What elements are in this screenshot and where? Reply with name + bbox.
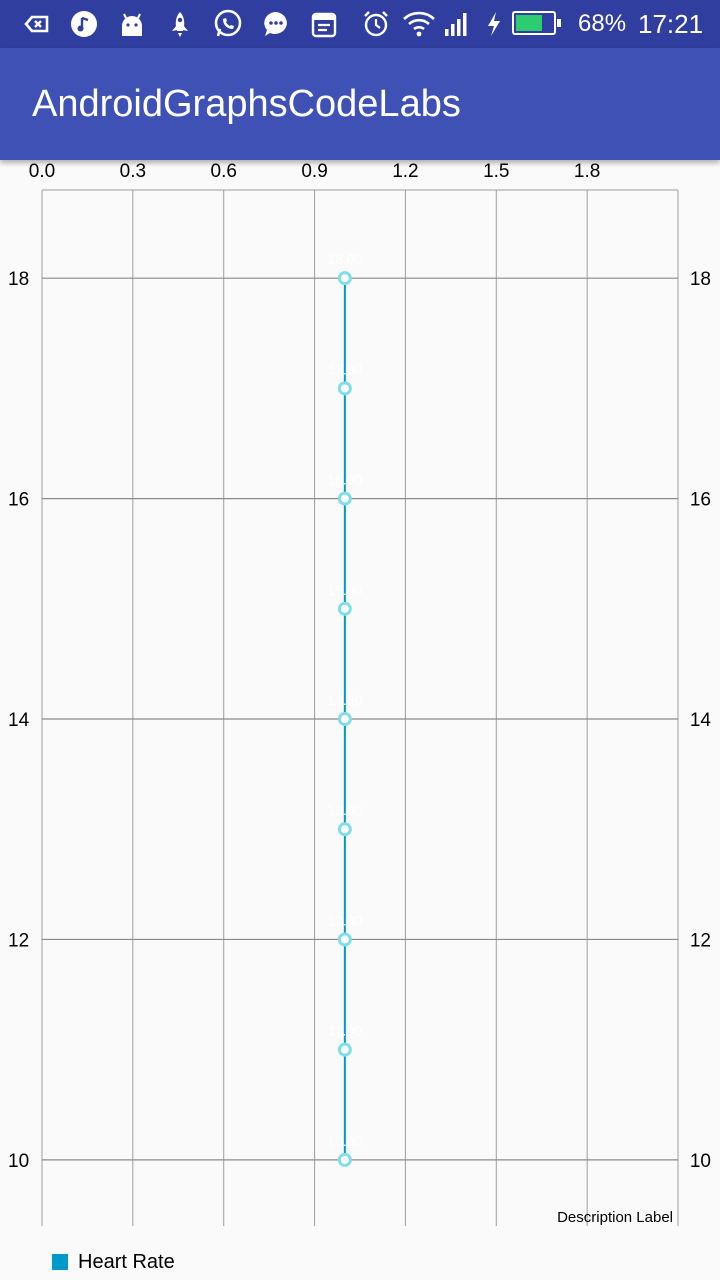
data-point[interactable] [337, 1152, 352, 1167]
y-tick-label-left: 16 [8, 490, 29, 511]
data-label: 15.00 [327, 582, 362, 598]
app-title: AndroidGraphsCodeLabs [32, 83, 461, 125]
message-icon [264, 12, 287, 36]
x-tick-label: 0.9 [301, 161, 327, 182]
data-point[interactable] [337, 712, 352, 727]
battery-percent: 68% [578, 10, 627, 37]
data-point[interactable] [337, 491, 352, 506]
data-point[interactable] [337, 1042, 352, 1057]
chart-grid [41, 189, 679, 1226]
data-label: 17.00 [327, 361, 362, 377]
y-tick-label-left: 14 [8, 710, 30, 731]
description-label: Description Label [557, 1209, 673, 1226]
legend: Heart Rate [52, 1250, 175, 1274]
x-tick-label: 1.5 [483, 161, 509, 182]
wifi-icon [403, 11, 435, 37]
data-point[interactable] [337, 601, 352, 616]
status-bar: 68% 17:21 [0, 0, 720, 48]
signal-icon [445, 13, 467, 36]
data-label: 13.00 [327, 802, 362, 818]
legend-label: Heart Rate [78, 1250, 175, 1273]
y-axis-right-ticks: 10 12 14 16 18 [690, 269, 712, 1172]
app-bar: AndroidGraphsCodeLabs [0, 48, 720, 160]
clock: 17:21 [638, 9, 704, 39]
data-label: 14.00 [327, 692, 362, 708]
data-label: 10.00 [327, 1133, 362, 1149]
y-tick-label-right: 14 [690, 710, 712, 731]
y-tick-label-left: 10 [8, 1151, 29, 1172]
data-label: 12.00 [327, 912, 362, 928]
x-tick-label: 0.0 [29, 161, 55, 182]
rocket-icon [172, 12, 188, 37]
calendar-icon [311, 12, 337, 38]
y-tick-label-right: 12 [690, 930, 711, 951]
data-label: 18.00 [327, 251, 362, 267]
android-icon [122, 13, 142, 36]
alarm-icon [364, 11, 388, 37]
data-label: 11.00 [328, 1023, 362, 1039]
charging-icon [488, 12, 500, 36]
x-tick-label: 0.6 [211, 161, 237, 182]
data-point[interactable] [337, 381, 352, 396]
legend-swatch [52, 1254, 68, 1270]
battery-icon [512, 11, 561, 35]
data-point[interactable] [337, 932, 352, 947]
y-tick-label-right: 18 [690, 269, 711, 290]
x-tick-label: 1.8 [574, 161, 600, 182]
data-label: 16.00 [327, 472, 362, 488]
y-tick-label-left: 12 [8, 930, 29, 951]
whatsapp-icon [214, 9, 242, 37]
music-icon [71, 11, 97, 37]
series-layer: 10.00 11.00 12.00 13.00 14.00 15.00 16.00 17.00… [327, 251, 363, 1167]
screen-cast-icon [24, 15, 49, 33]
y-tick-label-right: 16 [690, 490, 711, 511]
x-axis-ticks: 0.0 0.3 0.6 0.9 1.2 1.5 1.8 [29, 161, 601, 182]
data-point[interactable] [337, 822, 352, 837]
x-tick-label: 0.3 [120, 161, 146, 182]
x-tick-label: 1.2 [392, 161, 418, 182]
battery-level [516, 15, 542, 31]
y-axis-left-ticks: 10 12 14 16 18 [8, 269, 30, 1172]
data-point[interactable] [337, 271, 352, 286]
y-tick-label-right: 10 [690, 1151, 711, 1172]
y-tick-label-left: 18 [8, 269, 29, 290]
